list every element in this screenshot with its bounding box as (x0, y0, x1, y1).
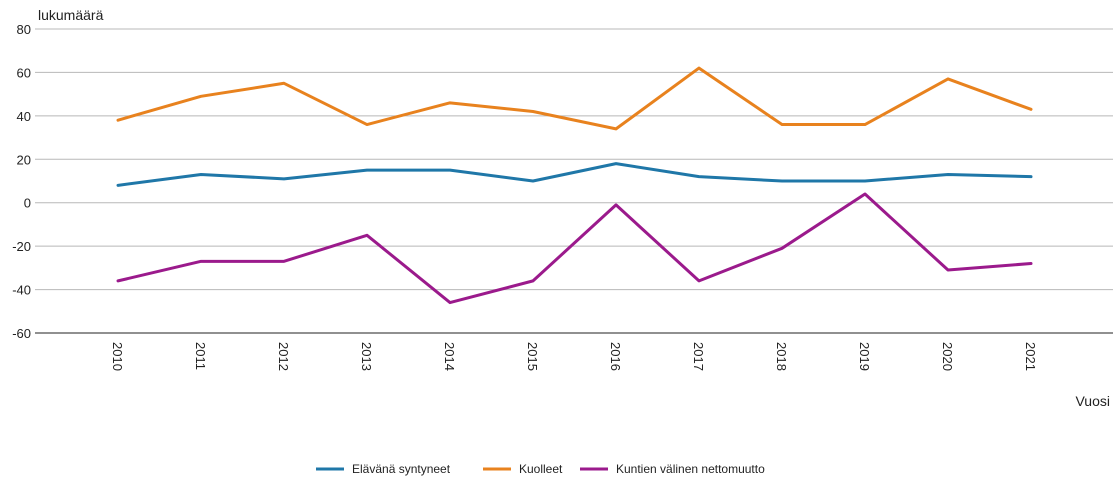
x-tick-label: 2010 (110, 342, 125, 371)
x-tick-label: 2015 (525, 342, 540, 371)
y-tick-label: -20 (12, 239, 31, 254)
x-tick-labels: 2010 2011 2012 2013 2014 2015 2016 2017 2018 2019… (110, 342, 1038, 371)
x-tick-label: 2011 (193, 342, 208, 370)
gridlines (35, 28, 1113, 334)
x-tick-label: 2020 (940, 342, 955, 371)
y-tick-label: -60 (12, 326, 31, 341)
y-tick-label: 60 (17, 65, 31, 80)
x-tick-label: 2013 (359, 342, 374, 371)
y-tick-label: 20 (17, 152, 31, 167)
y-tick-label: -40 (12, 283, 31, 298)
series-lines (116, 66, 1033, 305)
legend: Elävänä syntyneet Kuolleet Kuntien välinen… (316, 462, 765, 476)
x-tick-label: 2017 (691, 342, 706, 371)
legend-label: Elävänä syntyneet (352, 462, 451, 476)
series-line (116, 192, 1033, 305)
x-tick-label: 2018 (774, 342, 789, 371)
y-tick-label: 40 (17, 109, 31, 124)
series-line (116, 66, 1033, 131)
x-tick-label: 2019 (857, 342, 872, 371)
y-tick-label: 0 (24, 196, 31, 211)
x-tick-label: 2021 (1023, 342, 1038, 371)
y-tick-label: 80 (17, 22, 31, 37)
legend-label: Kuntien välinen nettomuutto (616, 462, 765, 476)
x-tick-label: 2014 (442, 342, 457, 371)
legend-label: Kuolleet (519, 462, 563, 476)
series-line (116, 162, 1033, 187)
y-axis-label: lukumäärä (38, 7, 104, 23)
x-axis-label: Vuosi (1075, 393, 1110, 409)
y-tick-labels: -60 -40 -20 0 20 40 60 80 (12, 22, 31, 341)
x-tick-label: 2016 (608, 342, 623, 371)
x-tick-label: 2012 (276, 342, 291, 371)
